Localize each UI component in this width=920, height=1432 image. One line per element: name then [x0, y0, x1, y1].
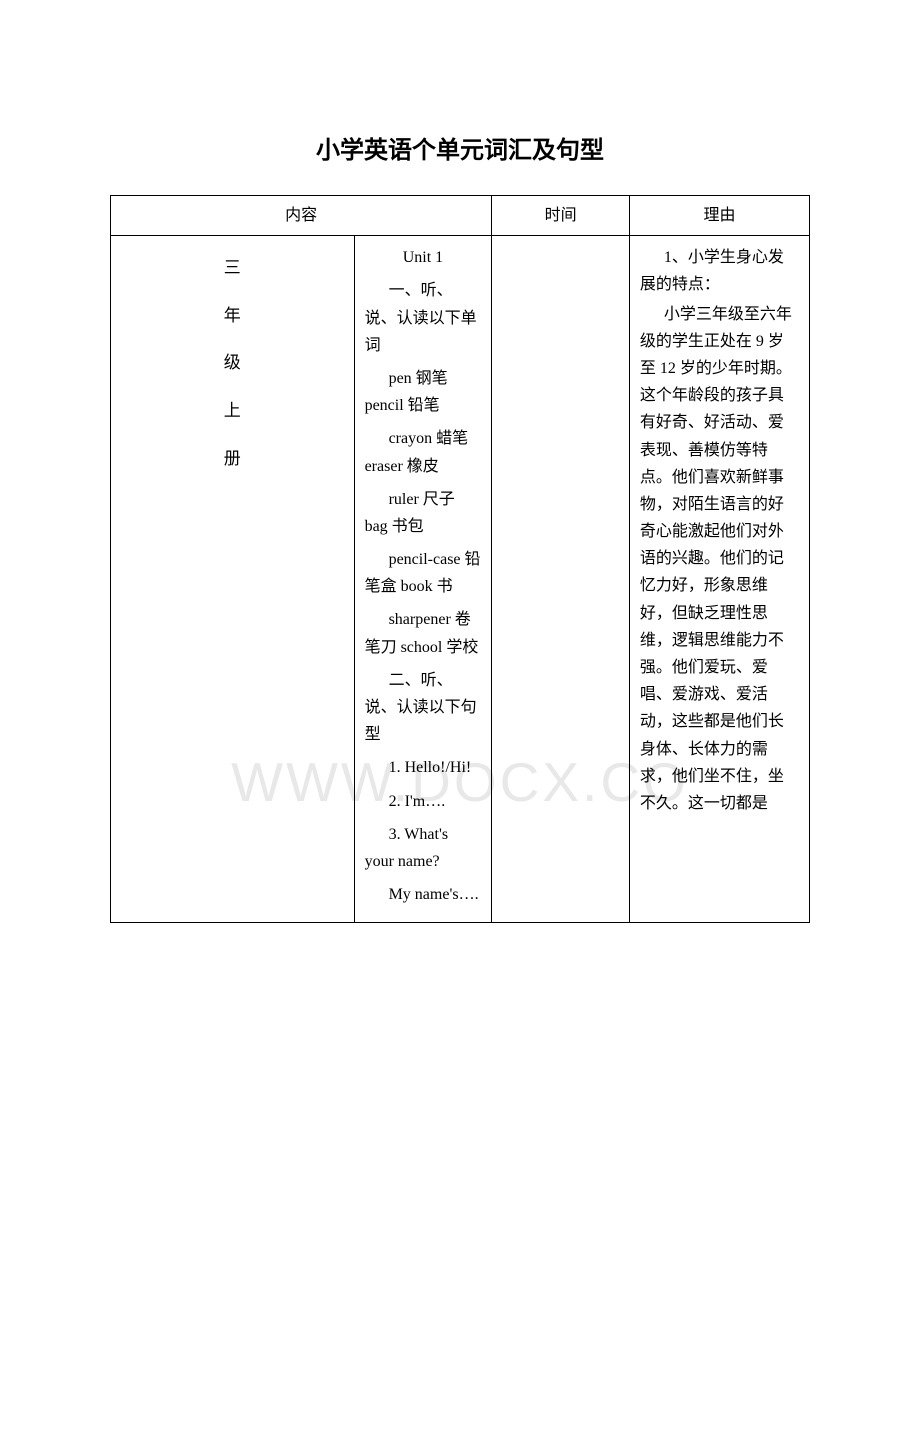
grade-char: 册 [121, 435, 344, 483]
grade-char: 级 [121, 339, 344, 387]
sentence-item: 2. I'm…. [365, 788, 482, 815]
header-reason: 理由 [629, 196, 809, 236]
grade-char: 年 [121, 292, 344, 340]
time-cell [492, 236, 630, 923]
table-header-row: 内容 时间 理由 [111, 196, 810, 236]
word-item: ruler 尺子 bag 书包 [365, 486, 482, 540]
section1-title: 一、听、说、认读以下单词 [365, 277, 482, 359]
grade-char: 三 [121, 244, 344, 292]
reason-point-body: 小学三年级至六年级的学生正处在 9 岁至 12 岁的少年时期。这个年龄段的孩子具… [640, 301, 799, 818]
grade-vertical-text: 三 年 级 上 册 [121, 244, 344, 482]
unit-label: Unit 1 [365, 244, 482, 271]
header-content: 内容 [111, 196, 492, 236]
word-item: pen 钢笔 pencil 铅笔 [365, 365, 482, 419]
header-time: 时间 [492, 196, 630, 236]
page-title: 小学英语个单元词汇及句型 [0, 130, 920, 165]
table-wrapper: 内容 时间 理由 三 年 级 上 册 Unit 1 一、听、说、认读以下单词 p… [0, 195, 920, 923]
grade-char: 上 [121, 387, 344, 435]
sentence-item: My name's…. [365, 881, 482, 908]
reason-point-title: 1、小学生身心发展的特点： [640, 244, 799, 298]
section2-title: 二、听、说、认读以下句型 [365, 667, 482, 749]
word-item: pencil-case 铅笔盒 book 书 [365, 546, 482, 600]
unit-content-cell: Unit 1 一、听、说、认读以下单词 pen 钢笔 pencil 铅笔 cra… [354, 236, 492, 923]
table-body-row: 三 年 级 上 册 Unit 1 一、听、说、认读以下单词 pen 钢笔 pen… [111, 236, 810, 923]
sentence-item: 3. What's your name? [365, 821, 482, 875]
sentence-item: 1. Hello!/Hi! [365, 754, 482, 781]
reason-cell: 1、小学生身心发展的特点： 小学三年级至六年级的学生正处在 9 岁至 12 岁的… [629, 236, 809, 923]
main-table: 内容 时间 理由 三 年 级 上 册 Unit 1 一、听、说、认读以下单词 p… [110, 195, 810, 923]
word-item: crayon 蜡笔 eraser 橡皮 [365, 425, 482, 479]
grade-cell: 三 年 级 上 册 [111, 236, 355, 923]
word-item: sharpener 卷笔刀 school 学校 [365, 606, 482, 660]
